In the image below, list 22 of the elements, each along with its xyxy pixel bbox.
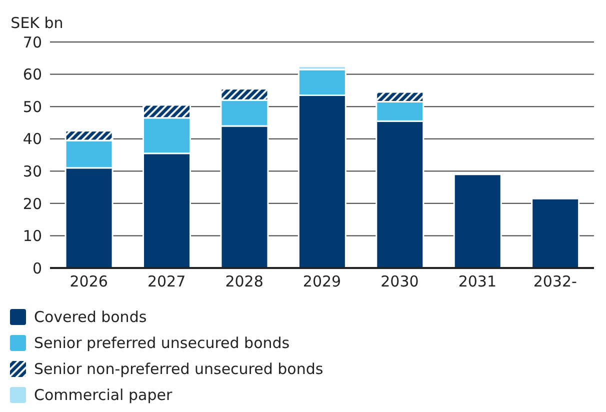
y-axis-title: SEK bn	[10, 14, 64, 32]
legend-label: Commercial paper	[34, 386, 172, 404]
y-tick-label: 70	[22, 33, 42, 52]
x-tick-label: 2032-	[533, 272, 577, 291]
bar	[453, 174, 502, 268]
bar	[531, 198, 580, 268]
y-tick-label: 30	[22, 162, 42, 180]
legend-label: Covered bonds	[34, 308, 147, 326]
legend-label: Senior non-preferred unsecured bonds	[34, 360, 324, 378]
legend-label: Senior preferred unsecured bonds	[34, 334, 290, 352]
x-tick-label: 2028	[225, 272, 264, 291]
y-tick-label: 10	[22, 227, 42, 246]
y-tick-label: 60	[22, 66, 42, 84]
y-tick-label: 50	[22, 98, 42, 116]
x-tick-label: 2030	[380, 272, 419, 291]
x-tick-label: 2029	[302, 272, 342, 291]
y-tick-label: 0	[32, 259, 42, 278]
x-tick-label: 2031	[458, 272, 497, 291]
x-tick-label: 2026	[70, 272, 108, 291]
y-tick-label: 20	[22, 194, 42, 213]
x-tick-label: 2027	[147, 272, 186, 291]
y-tick-label: 40	[22, 130, 42, 148]
